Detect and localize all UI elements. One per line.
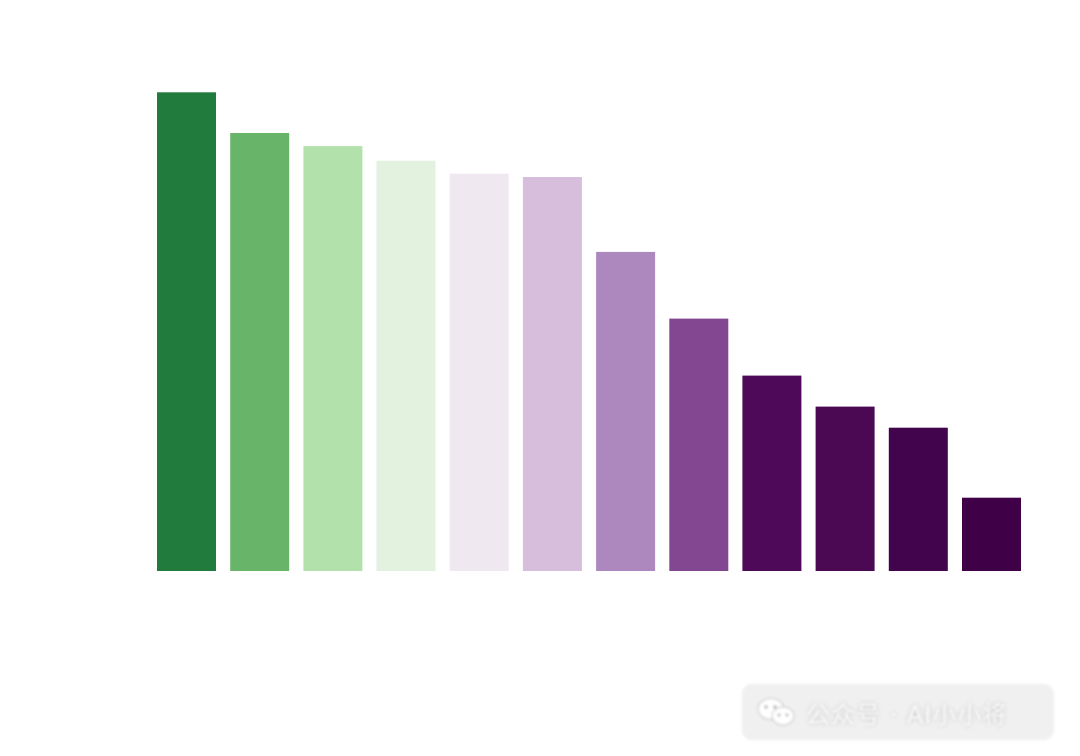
wechat-icon [756,696,796,728]
bar-5 [449,173,509,571]
bar-1 [157,92,216,572]
watermark-text: 公众号 · AI小小将 [806,700,1008,729]
bar-6 [522,177,582,571]
bar-4 [376,160,436,571]
bar-11 [888,427,948,571]
bar-2 [230,133,290,571]
bars-group [157,92,1021,572]
bar-9 [742,375,802,571]
watermark: 公众号 · AI小小将 [742,684,1054,740]
bar-7 [596,251,656,571]
bar-10 [815,406,875,571]
bar-3 [303,146,363,571]
bar-8 [669,318,729,571]
bar-12 [962,497,1021,571]
